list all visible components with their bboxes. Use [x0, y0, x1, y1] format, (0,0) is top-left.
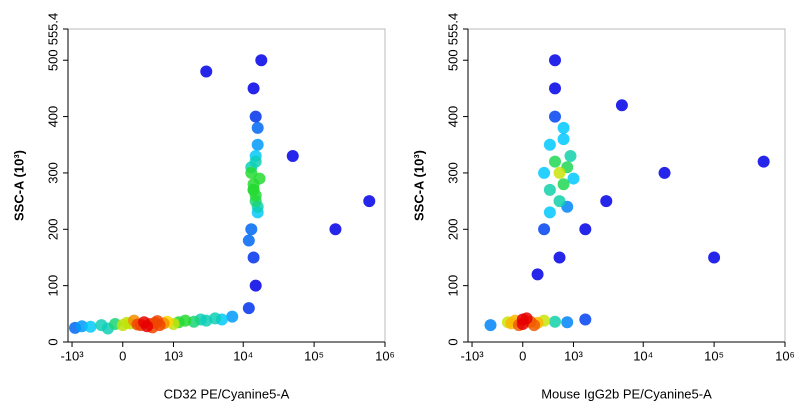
event-point — [249, 110, 262, 123]
y-tick-label: 100 — [45, 275, 60, 297]
y-tick-label: 555.4 — [45, 13, 60, 46]
event-point — [549, 54, 562, 67]
y-tick-label: 300 — [45, 162, 60, 184]
event-point — [247, 251, 260, 264]
event-point — [75, 320, 88, 333]
event-point — [561, 316, 574, 329]
y-tick-label: 200 — [45, 218, 60, 240]
event-point — [247, 183, 260, 196]
event-point — [363, 195, 376, 208]
y-axis-label: SSC-A (10³) — [411, 150, 426, 221]
event-point — [553, 251, 566, 264]
x-axis-label: Mouse IgG2b PE/Cyanine5-A — [541, 386, 712, 401]
x-tick-label: 10⁶ — [375, 348, 395, 363]
event-point — [549, 315, 562, 328]
event-point — [242, 302, 255, 315]
y-tick-label: 500 — [45, 49, 60, 71]
event-point — [557, 121, 570, 134]
y-tick-label: 300 — [445, 162, 460, 184]
event-point — [615, 99, 628, 112]
x-tick-label: 0 — [119, 348, 126, 363]
event-point — [757, 155, 770, 168]
event-point — [286, 150, 299, 163]
event-point — [600, 195, 613, 208]
event-point — [549, 82, 562, 95]
event-point — [658, 166, 671, 179]
x-tick-label: 10⁵ — [304, 348, 324, 363]
event-point — [251, 121, 264, 134]
event-point — [242, 234, 255, 247]
x-axis-label: CD32 PE/Cyanine5-A — [164, 386, 290, 401]
event-point — [251, 138, 264, 151]
event-point — [549, 110, 562, 123]
event-point — [579, 223, 592, 236]
event-point — [579, 313, 592, 326]
event-point — [538, 166, 551, 179]
x-tick-label: 10⁴ — [233, 348, 253, 363]
x-tick-label: 10⁶ — [775, 348, 795, 363]
y-tick-label: 0 — [45, 338, 60, 345]
plot-frame — [467, 28, 786, 343]
y-tick-label: 0 — [445, 338, 460, 345]
y-tick-label: 555.4 — [445, 13, 460, 46]
event-point — [255, 54, 268, 67]
event-point — [245, 223, 258, 236]
event-point — [226, 310, 239, 323]
event-point — [209, 312, 222, 325]
x-tick-label: -10³ — [460, 348, 484, 363]
y-tick-label: 400 — [445, 106, 460, 128]
event-point — [557, 178, 570, 191]
event-point — [249, 155, 262, 168]
event-point — [141, 320, 154, 333]
plot-frame — [67, 28, 386, 343]
event-point — [200, 65, 213, 78]
x-tick-label: 0 — [519, 348, 526, 363]
event-point — [179, 314, 192, 327]
event-point — [553, 166, 566, 179]
event-point — [543, 138, 556, 151]
y-axis-label: SSC-A (10³) — [11, 150, 26, 221]
event-point — [549, 155, 562, 168]
event-point — [531, 268, 544, 281]
x-tick-label: 10³ — [564, 348, 583, 363]
event-point — [247, 82, 260, 95]
event-point — [538, 223, 551, 236]
event-point — [708, 251, 721, 264]
event-point — [484, 319, 497, 332]
event-point — [84, 320, 97, 333]
event-point — [543, 183, 556, 196]
y-tick-label: 500 — [445, 49, 460, 71]
x-tick-label: 10⁵ — [704, 348, 724, 363]
event-point — [553, 195, 566, 208]
y-tick-label: 200 — [445, 218, 460, 240]
x-tick-label: 10³ — [164, 348, 183, 363]
event-point — [245, 166, 258, 179]
x-tick-label: -10³ — [60, 348, 84, 363]
x-tick-label: 10⁴ — [633, 348, 653, 363]
event-point — [329, 223, 342, 236]
event-point — [543, 206, 556, 219]
event-point — [520, 312, 533, 325]
y-tick-label: 400 — [45, 106, 60, 128]
event-point — [567, 172, 580, 185]
event-point — [249, 279, 262, 292]
event-point — [557, 133, 570, 146]
y-tick-label: 100 — [445, 275, 460, 297]
event-point — [564, 150, 577, 163]
